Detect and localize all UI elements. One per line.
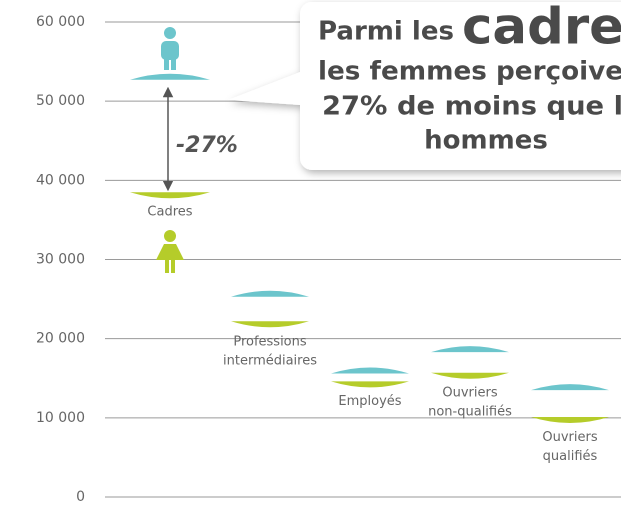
y-tick-label: 40 000 (36, 172, 85, 188)
category-label: Employés (338, 394, 401, 409)
women-marker (231, 321, 309, 328)
grid: 0 10 000 20 000 30 000 40 000 50 000 60 000 (36, 14, 621, 505)
men-marker (531, 384, 609, 391)
category-label: Ouvriers qualifiés (542, 430, 597, 464)
men-marker (231, 290, 309, 297)
y-tick-label: 50 000 (36, 93, 85, 109)
callout-text: hommes (424, 126, 548, 156)
men-marker (331, 367, 409, 374)
marks: Cadres Professions intermédiaires Employés O… (130, 73, 609, 464)
men-marker (431, 346, 509, 353)
category-label: Cadres (147, 205, 192, 220)
women-marker (130, 192, 210, 199)
callout-text: 27% de moins que l (322, 92, 621, 122)
women-marker (331, 381, 409, 388)
callout-text: cadre (462, 0, 621, 56)
difference-label: -27% (176, 133, 238, 158)
man-icon (161, 27, 179, 70)
y-tick-label: 60 000 (36, 14, 85, 30)
callout-bubble (228, 2, 621, 170)
y-tick-label: 30 000 (36, 252, 85, 268)
callout-text: les femmes perçoive (318, 57, 621, 87)
women-marker (531, 417, 609, 424)
category-label: Ouvriers non-qualifiés (428, 385, 512, 419)
category-label: Professions intermédiaires (223, 334, 317, 368)
callout: Parmi les cadre les femmes perçoive 27% … (228, 0, 621, 170)
y-tick-label: 10 000 (36, 410, 85, 426)
woman-icon (156, 230, 184, 273)
women-marker (431, 372, 509, 379)
callout-text: Parmi les (318, 17, 454, 47)
y-tick-label: 20 000 (36, 331, 85, 347)
men-marker (130, 73, 210, 80)
y-tick-label: 0 (76, 489, 85, 505)
